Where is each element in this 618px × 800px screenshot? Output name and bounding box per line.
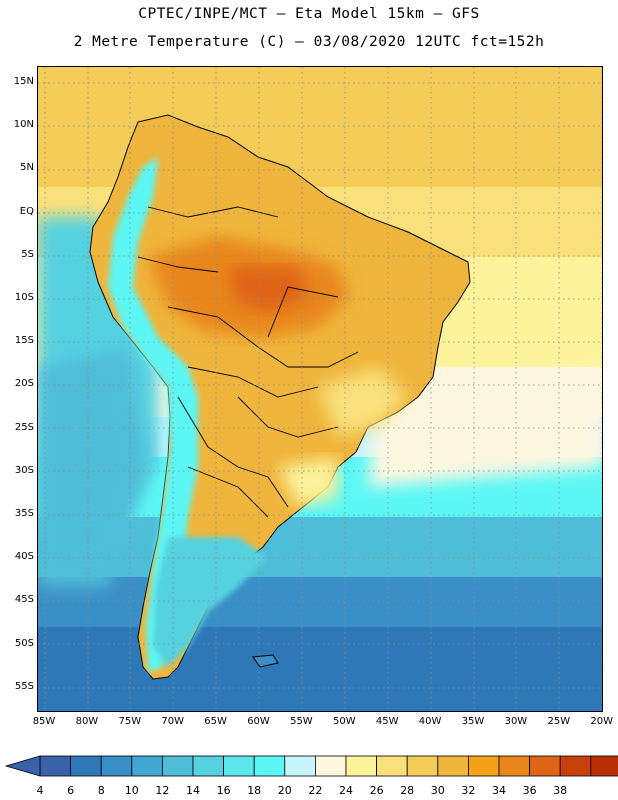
colorbar-label: 14 <box>186 784 200 797</box>
colorbar-low-arrow <box>4 755 41 777</box>
colorbar-label: 26 <box>369 784 384 797</box>
colorbar-swatch <box>406 755 439 777</box>
lat-label: 20S <box>14 378 34 390</box>
colorbar-swatch <box>100 755 133 777</box>
lon-label: 30W <box>504 716 528 727</box>
lon-label: 85W <box>32 716 56 727</box>
colorbar-swatch <box>498 755 531 777</box>
colorbar-label: 4 <box>36 784 44 797</box>
lat-label: 40S <box>14 551 34 563</box>
colorbar-label: 36 <box>522 784 537 797</box>
colorbar-swatch <box>39 755 72 777</box>
lat-label: 5N <box>20 162 34 174</box>
colorbar-swatch <box>590 755 618 777</box>
lon-label: 80W <box>75 716 99 727</box>
colorbar-label: 12 <box>155 784 170 797</box>
pacific-mild-tongue <box>38 347 148 587</box>
central-hot <box>228 267 308 312</box>
colorbar-swatch <box>376 755 408 777</box>
lon-label: 65W <box>204 716 227 727</box>
colorbar-swatch <box>437 755 469 777</box>
colorbar-swatch <box>559 755 592 777</box>
colorbar-label: 38 <box>553 784 568 797</box>
lat-label: 15S <box>14 335 34 347</box>
lat-label: 15N <box>13 76 34 87</box>
colorbar-label: 10 <box>124 784 139 797</box>
title-line-1: CPTEC/INPE/MCT – Eta Model 15km – GFS <box>138 6 480 22</box>
lat-label: EQ <box>19 205 34 217</box>
lon-label: 55W <box>290 716 313 727</box>
lat-label: 50S <box>14 637 34 649</box>
colorbar-swatch <box>345 755 378 777</box>
lon-label: 35W <box>461 716 485 727</box>
colorbar-swatch <box>467 755 500 777</box>
colorbar-label: 24 <box>339 784 353 797</box>
title-line-2: 2 Metre Temperature (C) – 03/08/2020 12U… <box>73 34 545 50</box>
patagonia-cool <box>153 537 268 667</box>
colorbar-swatch <box>284 755 316 777</box>
atlantic-warm-band <box>368 367 602 487</box>
ocean-band-cold <box>38 577 602 627</box>
lon-label: 75W <box>118 716 142 727</box>
colorbar-label: 22 <box>308 784 323 797</box>
colorbar-label: 18 <box>247 784 262 797</box>
colorbar <box>4 755 618 777</box>
lat-label: 10S <box>14 292 34 303</box>
colorbar-swatch <box>161 755 194 777</box>
lon-label: 25W <box>547 716 571 727</box>
lat-label: 45S <box>14 594 34 606</box>
uruguay-mild <box>278 457 338 507</box>
colorbar-label: 6 <box>67 784 75 797</box>
country-borders <box>137 206 359 518</box>
lon-label: 40W <box>418 716 442 727</box>
map-canvas <box>38 67 602 711</box>
colorbar-label: 8 <box>97 784 105 797</box>
colorbar-swatch <box>131 755 163 777</box>
colorbar-label: 30 <box>430 784 445 797</box>
colorbar-swatch <box>314 755 347 777</box>
lon-label: 60W <box>247 716 270 727</box>
lat-label: 10N <box>13 119 34 131</box>
lat-label: 5S <box>21 248 34 260</box>
colorbar-label: 20 <box>277 784 292 797</box>
lon-label: 45W <box>375 716 399 727</box>
colorbar-label: 28 <box>400 784 415 797</box>
lat-label: 55S <box>14 680 34 692</box>
colorbar-label: 32 <box>461 784 476 797</box>
lat-label: 30S <box>14 464 34 476</box>
lat-label: 25S <box>14 421 34 433</box>
lon-label: 20W <box>590 716 613 727</box>
lat-label: 35S <box>14 508 34 519</box>
ocean-band-mid <box>38 517 602 577</box>
colorbar-swatch <box>223 755 255 777</box>
colorbar-swatch <box>192 755 225 777</box>
colorbar-label: 16 <box>216 784 231 797</box>
ocean-band-polar <box>38 627 602 711</box>
southeast-mild <box>318 367 408 437</box>
lon-label: 70W <box>161 716 184 727</box>
temperature-map <box>37 66 603 712</box>
colorbar-swatch <box>70 755 102 777</box>
colorbar-swatch <box>529 755 561 777</box>
colorbar-label: 34 <box>492 784 506 797</box>
colorbar-swatch <box>253 755 286 777</box>
lon-label: 50W <box>332 716 356 727</box>
